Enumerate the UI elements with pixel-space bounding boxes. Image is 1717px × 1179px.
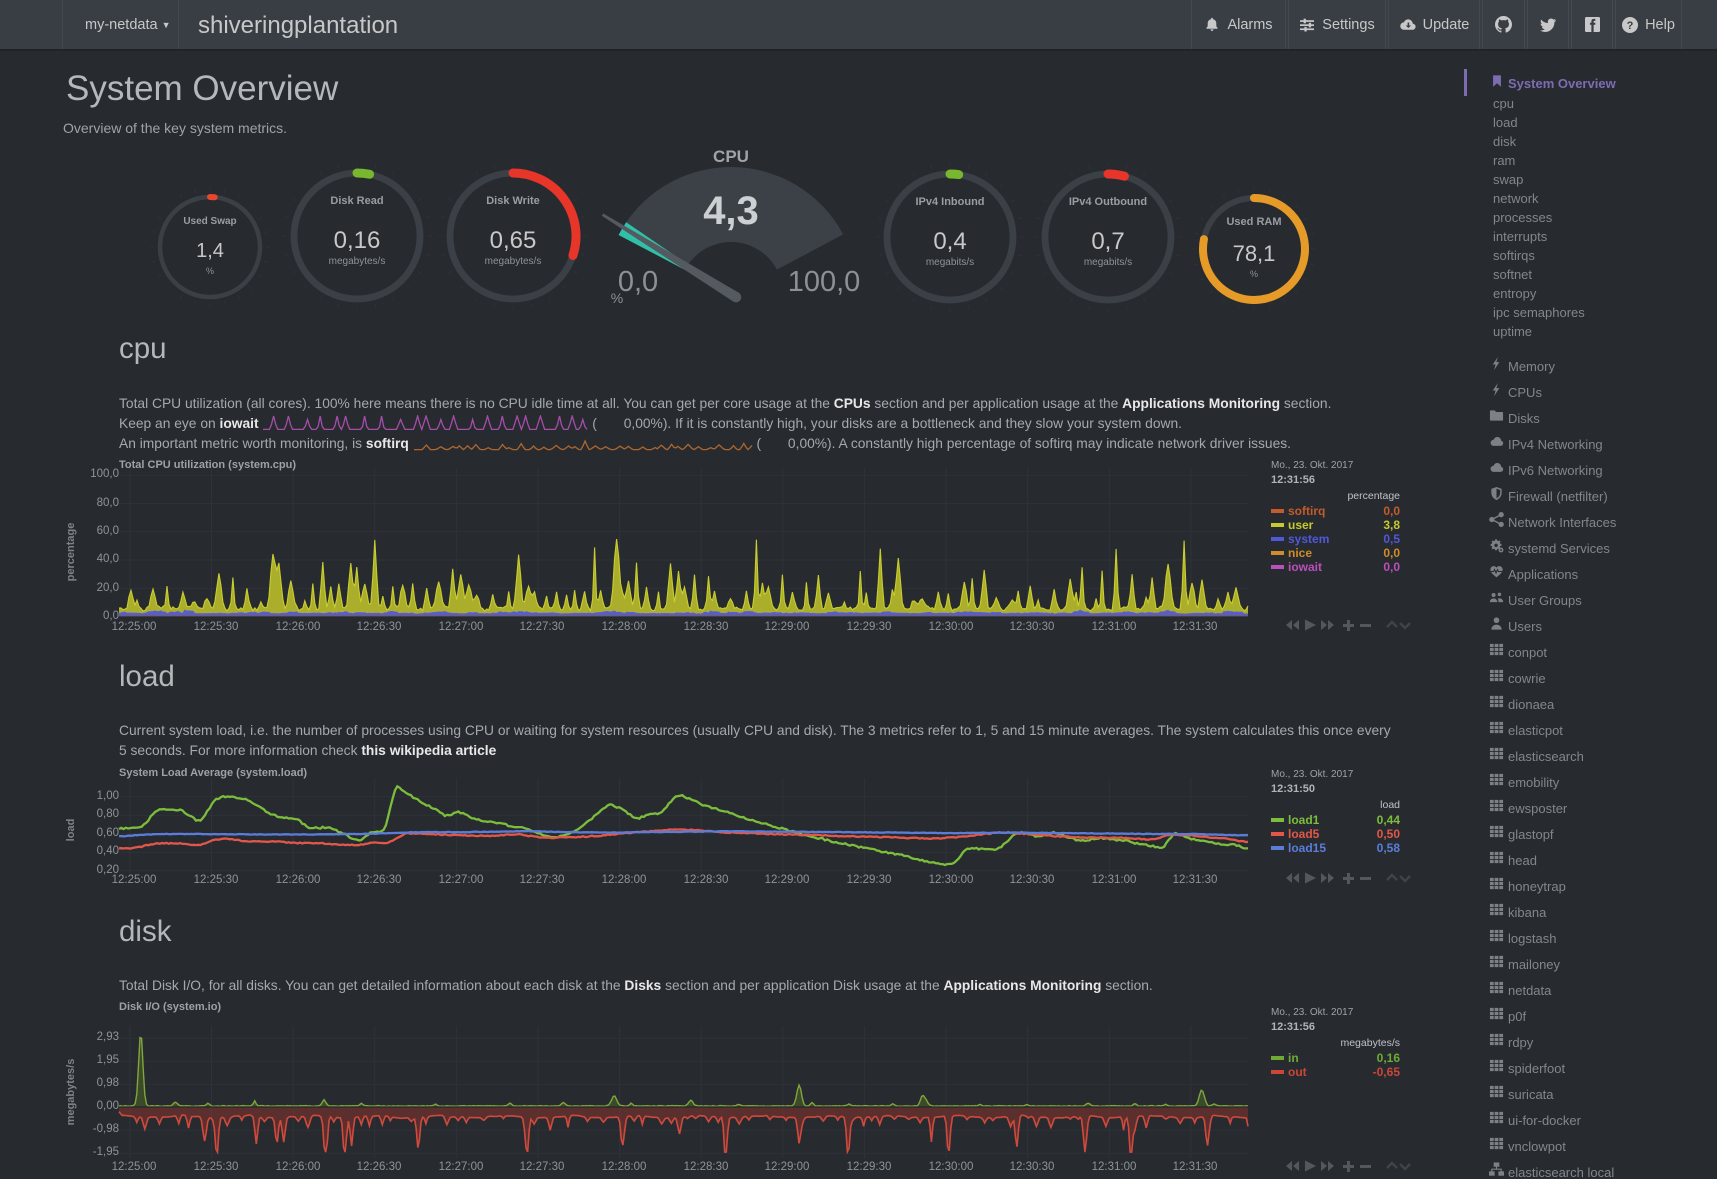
svg-text:?: ? xyxy=(1627,20,1634,32)
